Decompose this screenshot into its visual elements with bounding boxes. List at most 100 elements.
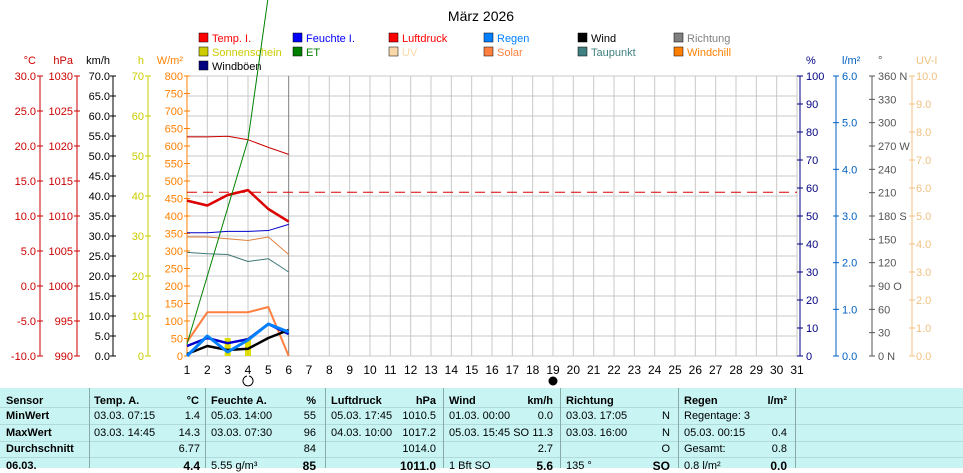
pressure-unit-label: hPa xyxy=(53,55,73,67)
legend-swatch xyxy=(293,33,302,42)
direction-value: N xyxy=(630,409,670,423)
sun-tick-label: 20 xyxy=(132,271,144,283)
x-tick-label: 30 xyxy=(770,363,784,377)
humidity-value: 96 xyxy=(270,426,316,440)
solar-tick-label: 700 xyxy=(165,106,183,118)
pressure-value: 1014.0 xyxy=(380,442,436,456)
wind-unit-label: km/h xyxy=(86,55,110,67)
solar-tick-label: 500 xyxy=(165,176,183,188)
wind-tick-label: 70.0 xyxy=(89,71,110,83)
pressure-tick-label: 1010 xyxy=(49,211,73,223)
direction-value: N xyxy=(630,426,670,440)
pressure-value: 1010.5 xyxy=(380,409,436,423)
rain-tick-label: 4.0 xyxy=(842,164,857,176)
humidity-tick-label: 80 xyxy=(806,127,818,139)
rain-value: 0.4 xyxy=(745,426,787,440)
humidity-value: 84 xyxy=(270,442,316,456)
x-tick-label: 15 xyxy=(465,363,479,377)
solar-tick-label: 100 xyxy=(165,316,183,328)
temp-value: 6.77 xyxy=(150,442,200,456)
x-tick-label: 11 xyxy=(384,363,397,377)
x-tick-label: 12 xyxy=(404,363,418,377)
legend-swatch xyxy=(389,33,398,42)
temp-tick-label: 15.0 xyxy=(15,176,36,188)
solar-tick-label: 300 xyxy=(165,246,183,258)
x-tick-label: 17 xyxy=(506,363,520,377)
series-line xyxy=(187,252,289,272)
uv-unit-label: UV-I xyxy=(916,55,937,67)
direction-tick-label: 300 xyxy=(878,118,896,130)
moon-phase-icon xyxy=(243,376,253,386)
header-rain: Regen xyxy=(684,394,718,408)
wind-tick-label: 5.0 xyxy=(95,331,110,343)
wind-time: 1 Bft SO xyxy=(449,459,491,473)
legend-label: Luftdruck xyxy=(402,33,448,45)
solar-tick-label: 400 xyxy=(165,211,183,223)
solar-tick-label: 350 xyxy=(165,229,183,241)
table-separator xyxy=(560,388,561,468)
row-label: MaxWert xyxy=(6,426,52,440)
legend-label: ET xyxy=(306,47,320,59)
row-label: 06.03. xyxy=(6,459,37,473)
legend-label: Richtung xyxy=(687,33,730,45)
temp-tick-label: 20.0 xyxy=(15,141,36,153)
uv-tick-label: 3.0 xyxy=(916,267,931,279)
row-label: Durchschnitt xyxy=(6,442,74,456)
wind-tick-label: 20.0 xyxy=(89,271,110,283)
rain-tick-label: 3.0 xyxy=(842,211,857,223)
legend-swatch xyxy=(578,47,587,56)
direction-tick-label: 240 xyxy=(878,164,896,176)
legend-label: Feuchte I. xyxy=(306,33,355,45)
temp-tick-label: -5.0 xyxy=(17,316,36,328)
direction-tick-label: 90 O xyxy=(878,281,902,293)
legend-swatch xyxy=(578,33,587,42)
solar-unit-label: W/m² xyxy=(157,55,184,67)
x-tick-label: 2 xyxy=(204,363,211,377)
x-tick-label: 7 xyxy=(306,363,313,377)
humidity-tick-label: 100 xyxy=(806,71,824,83)
wind-tick-label: 45.0 xyxy=(89,171,110,183)
header-sensor: Sensor xyxy=(6,394,43,408)
legend-label: Solar xyxy=(497,47,523,59)
table-separator xyxy=(678,388,679,468)
solar-tick-label: 450 xyxy=(165,194,183,206)
pressure-tick-label: 1020 xyxy=(49,141,73,153)
direction-tick-label: 360 N xyxy=(878,71,907,83)
legend-label: Sonnenschein xyxy=(212,47,282,59)
pressure-tick-label: 1000 xyxy=(49,281,73,293)
humidity-time: 05.03. 14:00 xyxy=(211,409,272,423)
temp-value: 1.4 xyxy=(150,409,200,423)
uv-tick-label: 1.0 xyxy=(916,323,931,335)
direction-value: SO xyxy=(630,459,670,473)
header-temp-unit: °C xyxy=(175,394,199,408)
wind-tick-label: 40.0 xyxy=(89,191,110,203)
wind-tick-label: 10.0 xyxy=(89,311,110,323)
humidity-time: 5.55 g/m³ xyxy=(211,459,257,473)
direction-time: 03.03. 17:05 xyxy=(566,409,627,423)
header-pressure: Luftdruck xyxy=(331,394,382,408)
direction-tick-label: 150 xyxy=(878,234,896,246)
uv-tick-label: 7.0 xyxy=(916,155,931,167)
x-tick-label: 22 xyxy=(607,363,621,377)
wind-tick-label: 65.0 xyxy=(89,91,110,103)
solar-tick-label: 650 xyxy=(165,124,183,136)
sun-tick-label: 10 xyxy=(132,311,144,323)
sun-tick-label: 60 xyxy=(132,111,144,123)
x-tick-label: 14 xyxy=(445,363,459,377)
table-separator xyxy=(205,388,206,468)
legend-label: UV xyxy=(402,47,418,59)
legend-swatch xyxy=(199,47,208,56)
humidity-tick-label: 50 xyxy=(806,211,818,223)
rain-tick-label: 6.0 xyxy=(842,71,857,83)
legend-swatch xyxy=(674,33,683,42)
table-row-divider xyxy=(0,441,963,442)
rain-value: 0.0 xyxy=(745,459,787,473)
pressure-value: 1017.2 xyxy=(380,426,436,440)
solar-tick-label: 250 xyxy=(165,264,183,276)
x-tick-label: 6 xyxy=(285,363,292,377)
wind-tick-label: 55.0 xyxy=(89,131,110,143)
wind-tick-label: 60.0 xyxy=(89,111,110,123)
